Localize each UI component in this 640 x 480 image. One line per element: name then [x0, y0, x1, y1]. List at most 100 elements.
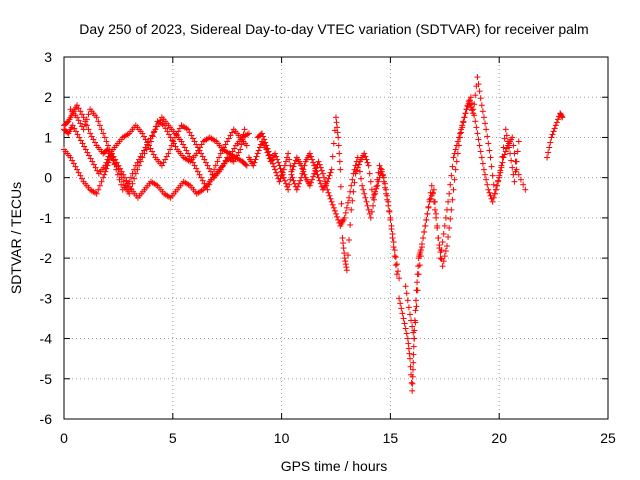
data-point-marker — [89, 158, 96, 165]
data-point-marker — [277, 165, 284, 172]
data-point-marker — [199, 153, 206, 160]
data-point-marker — [253, 153, 260, 160]
data-point-marker — [309, 176, 316, 183]
data-point-marker — [392, 254, 399, 261]
data-point-marker — [463, 106, 470, 113]
data-point-marker — [361, 150, 368, 157]
data-point-marker — [365, 162, 372, 169]
data-point-marker — [132, 162, 139, 169]
data-point-marker — [428, 182, 435, 189]
data-point-marker — [235, 149, 242, 156]
data-point-marker — [418, 244, 425, 251]
data-point-marker — [160, 159, 167, 166]
data-point-marker — [150, 151, 157, 158]
data-point-marker — [98, 126, 105, 133]
data-point-marker — [446, 224, 453, 231]
data-point-marker — [281, 177, 288, 184]
x-axis-label: GPS time / hours — [281, 458, 388, 474]
data-point-marker — [216, 154, 223, 161]
data-point-marker — [194, 168, 201, 175]
data-point-marker — [358, 175, 365, 182]
data-point-marker — [475, 136, 482, 143]
data-point-marker — [509, 164, 516, 171]
data-point-marker — [378, 166, 385, 173]
data-point-marker — [254, 150, 261, 157]
data-point-marker — [80, 114, 87, 121]
y-tick-label: -4 — [40, 331, 53, 347]
y-tick-label: -1 — [40, 210, 53, 226]
data-point-marker — [367, 214, 374, 221]
data-point-marker — [176, 125, 183, 132]
data-point-marker — [449, 163, 456, 170]
data-point-marker — [546, 144, 553, 151]
data-point-marker — [408, 317, 415, 324]
data-point-marker — [318, 167, 325, 174]
data-point-marker — [412, 297, 419, 304]
data-point-marker — [402, 283, 409, 290]
data-point-marker — [484, 133, 491, 140]
data-point-marker — [505, 144, 512, 151]
data-point-marker — [316, 161, 323, 168]
data-point-marker — [201, 180, 208, 187]
series-track-h — [402, 94, 566, 342]
data-point-marker — [191, 138, 198, 145]
data-point-marker — [93, 190, 100, 197]
data-point-marker — [279, 169, 286, 176]
data-point-marker — [558, 113, 565, 120]
data-point-marker — [417, 253, 424, 260]
data-point-marker — [211, 166, 218, 173]
data-point-marker — [324, 178, 331, 185]
data-point-marker — [430, 198, 437, 205]
data-point-marker — [458, 126, 465, 133]
data-point-marker — [438, 247, 445, 254]
data-point-marker — [120, 178, 127, 185]
data-point-marker — [309, 156, 316, 163]
data-point-marker — [335, 142, 342, 149]
data-point-marker — [409, 387, 416, 394]
data-point-marker — [500, 154, 507, 161]
data-point-marker — [403, 330, 410, 337]
data-point-marker — [142, 136, 149, 143]
data-point-marker — [501, 135, 508, 142]
data-point-marker — [371, 191, 378, 198]
data-point-marker — [93, 114, 100, 121]
series-track-f — [254, 114, 403, 282]
data-point-marker — [250, 162, 257, 169]
data-point-marker — [450, 186, 457, 193]
data-point-marker — [447, 215, 454, 222]
data-point-marker — [353, 167, 360, 174]
data-point-marker — [480, 114, 487, 121]
series-track-d — [67, 106, 250, 193]
data-point-marker — [300, 166, 307, 173]
data-point-marker — [432, 206, 439, 213]
data-point-marker — [232, 155, 239, 162]
data-point-marker — [359, 182, 366, 189]
data-point-marker — [386, 208, 393, 215]
data-point-marker — [162, 156, 169, 163]
data-point-marker — [478, 102, 485, 109]
data-point-marker — [296, 180, 303, 187]
data-point-marker — [510, 142, 517, 149]
data-point-marker — [72, 163, 79, 170]
data-point-marker — [372, 188, 379, 195]
data-point-marker — [471, 112, 478, 119]
data-point-marker — [346, 237, 353, 244]
data-point-marker — [487, 192, 494, 199]
data-point-marker — [442, 214, 449, 221]
data-point-marker — [86, 152, 93, 159]
data-point-marker — [427, 195, 434, 202]
data-point-marker — [191, 162, 198, 169]
data-point-marker — [252, 156, 259, 163]
data-point-marker — [147, 135, 154, 142]
data-point-marker — [78, 123, 85, 130]
data-point-marker — [497, 167, 504, 174]
data-point-marker — [460, 118, 467, 125]
data-point-marker — [126, 178, 133, 185]
data-point-marker — [269, 160, 276, 167]
data-point-marker — [399, 310, 406, 317]
data-point-marker — [116, 176, 123, 183]
data-point-marker — [365, 206, 372, 213]
data-point-marker — [412, 319, 419, 326]
data-point-marker — [164, 128, 171, 135]
data-point-marker — [440, 258, 447, 265]
